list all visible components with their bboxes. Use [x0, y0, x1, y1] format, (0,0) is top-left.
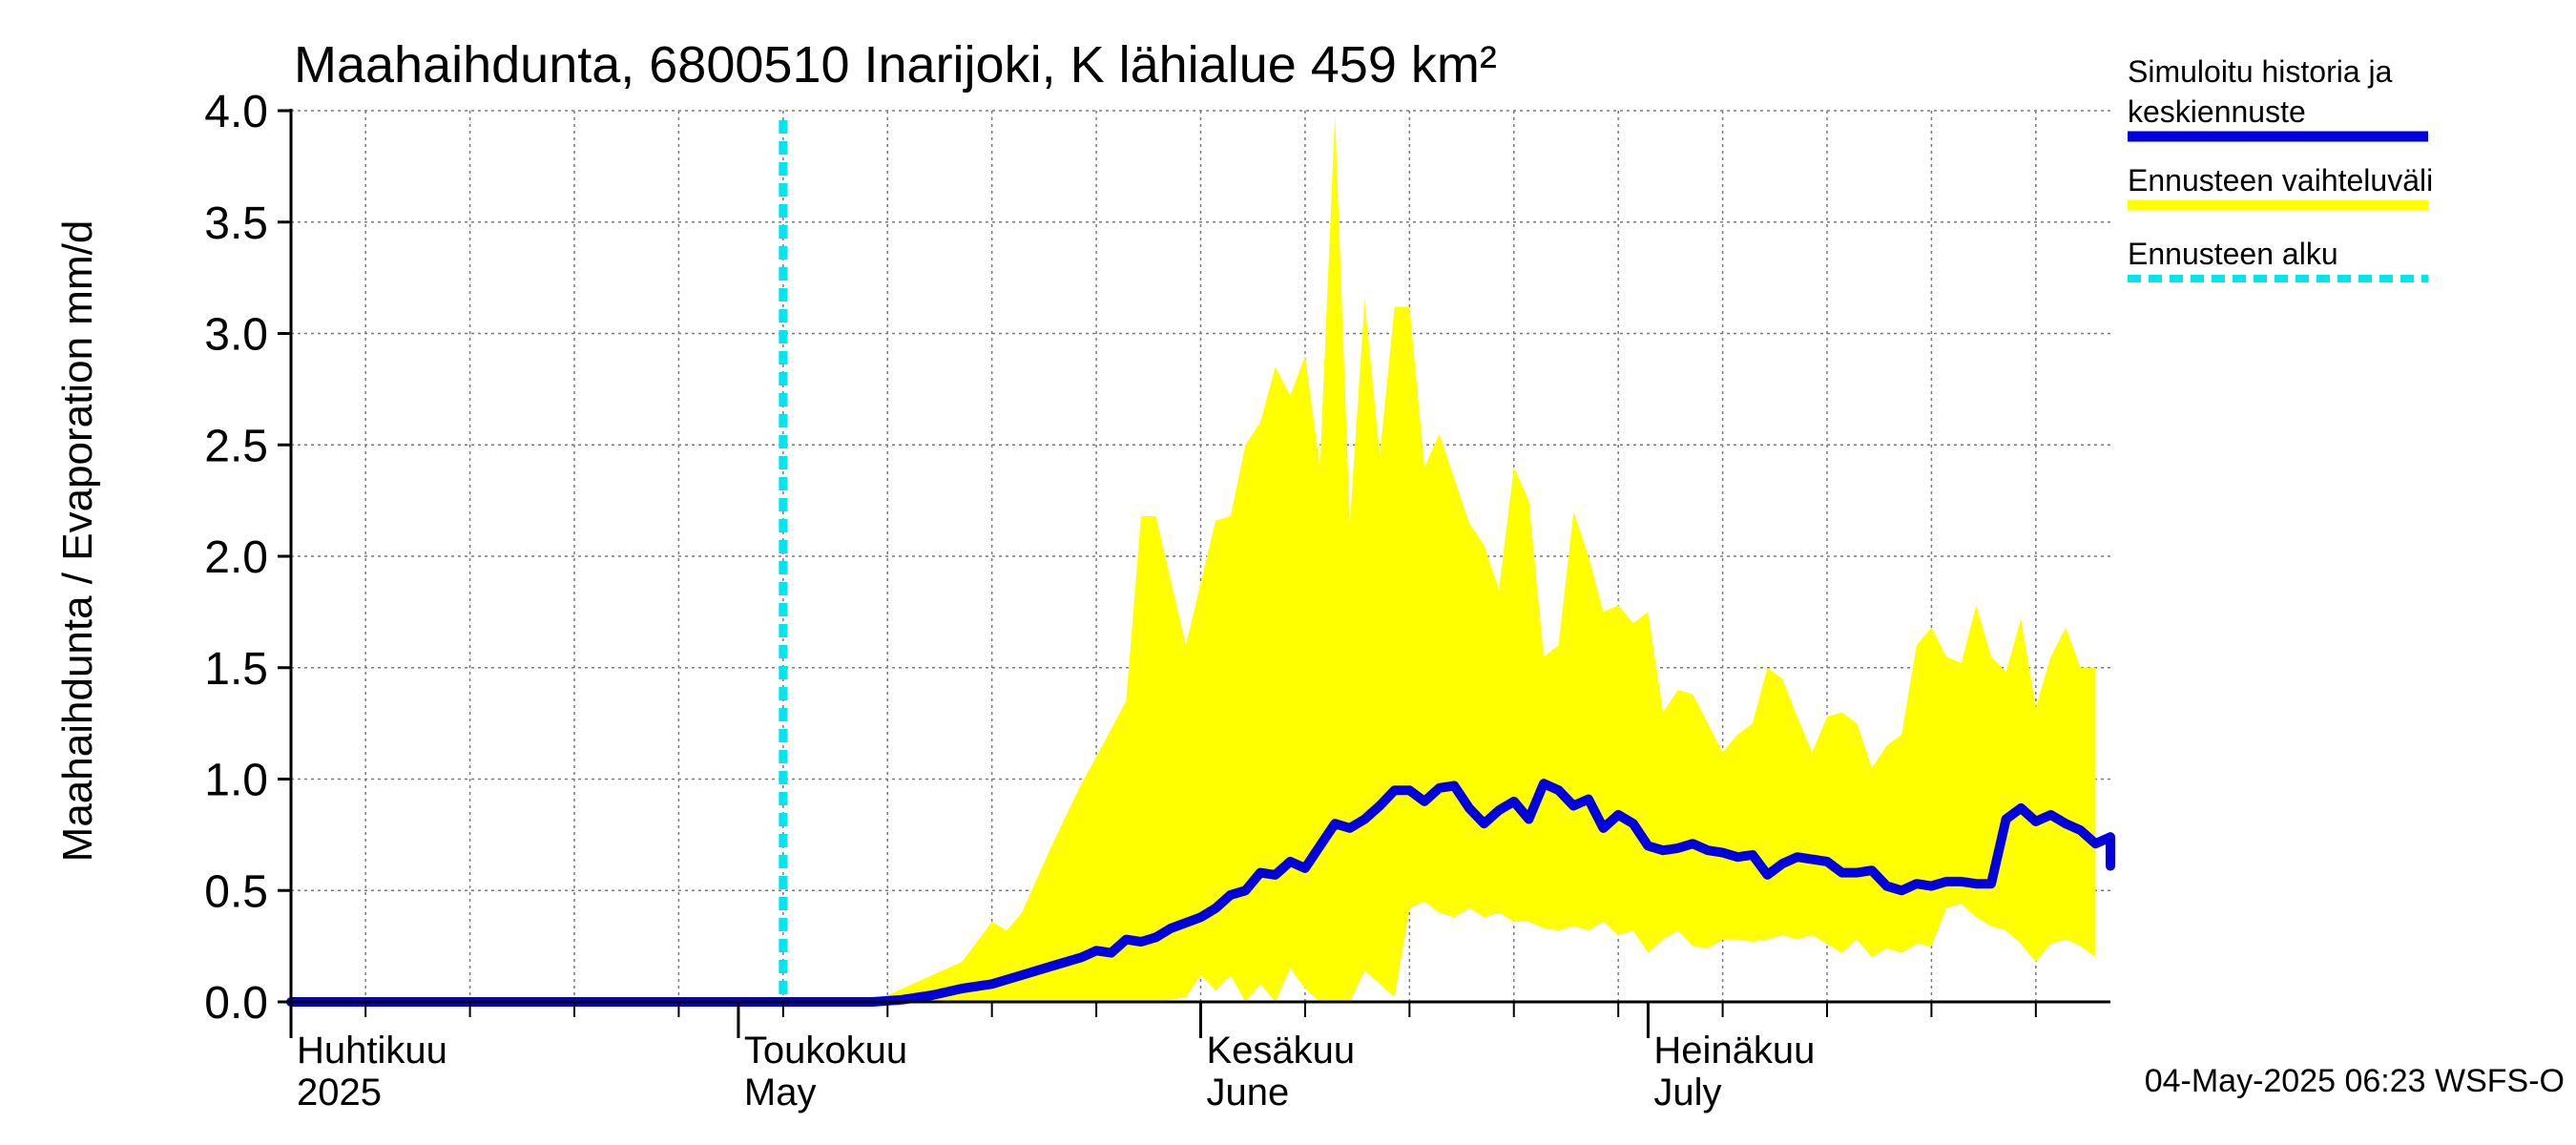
median-series-line	[286, 779, 2115, 1007]
y-tick-label: 3.0	[204, 310, 268, 361]
legend-label: keskiennuste	[2128, 94, 2306, 129]
y-tick-label: 1.0	[204, 756, 268, 806]
y-tick-label: 0.5	[204, 866, 268, 917]
x-month-label: Heinäkuu	[1653, 1030, 1815, 1072]
y-tick-label: 0.0	[204, 978, 268, 1029]
x-month-sublabel: June	[1207, 1072, 1290, 1114]
median-series	[286, 779, 2115, 1007]
x-month-sublabel: July	[1653, 1072, 1721, 1114]
footer-timestamp: 04-May-2025 06:23 WSFS-O	[2145, 1063, 2565, 1099]
legend: Simuloitu historia ja keskiennuste Ennuste…	[2128, 54, 2433, 282]
y-tick-label: 1.5	[204, 644, 268, 695]
x-month-label: Toukokuu	[744, 1030, 907, 1072]
chart-title: Maahaihdunta, 6800510 Inarijoki, K lähia…	[294, 36, 1497, 94]
legend-label: Ennusteen vaihteluväli	[2128, 163, 2433, 198]
forecast-range-band	[872, 114, 2096, 1002]
legend-label: Ennusteen alku	[2128, 237, 2338, 271]
y-tick-label: 2.0	[204, 532, 268, 583]
forecast-range-area	[872, 114, 2096, 1002]
y-tick-label: 2.5	[204, 421, 268, 471]
x-month-label: Huhtikuu	[297, 1030, 447, 1072]
x-month-sublabel: May	[744, 1072, 817, 1114]
legend-label: Simuloitu historia ja	[2128, 54, 2393, 89]
y-tick-label: 4.0	[204, 87, 268, 137]
y-axis-label: Maahaihdunta / Evaporation mm/d	[54, 220, 101, 863]
x-month-sublabel: 2025	[297, 1072, 382, 1114]
y-tick-label: 3.5	[204, 198, 268, 249]
x-month-label: Kesäkuu	[1207, 1030, 1356, 1072]
